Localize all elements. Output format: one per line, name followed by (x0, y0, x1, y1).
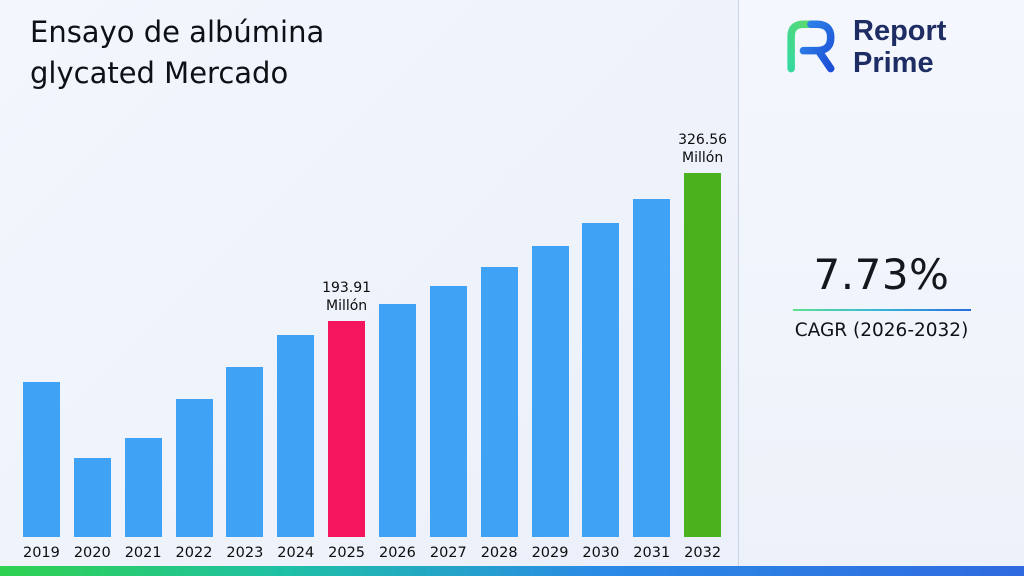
bar-2021 (124, 438, 162, 537)
bar-2028 (480, 267, 518, 537)
cagr-block: 7.73% CAGR (2026-2032) (739, 250, 1024, 341)
bar-2020 (73, 458, 111, 537)
report-prime-logo: Report Prime (777, 12, 946, 82)
bar-column-2020: 2020 (67, 458, 118, 564)
x-tick-2022: 2022 (175, 545, 213, 561)
bar-2026 (378, 304, 416, 537)
bar-column-2025: 193.91 Millón 2025 (321, 280, 372, 564)
x-tick-2029: 2029 (531, 545, 569, 561)
bar-column-2027: 2027 (423, 286, 474, 564)
bar-column-2028: 2028 (474, 267, 525, 564)
x-tick-2031: 2031 (633, 545, 671, 561)
x-tick-2020: 2020 (73, 545, 111, 561)
cagr-label: CAGR (2026-2032) (794, 320, 969, 341)
x-tick-2030: 2030 (582, 545, 620, 561)
x-tick-2032: 2032 (684, 545, 722, 561)
page-title-line1: Ensayo de albúmina (30, 15, 325, 49)
x-tick-2025: 2025 (328, 545, 366, 561)
bar-2031 (633, 199, 671, 537)
x-tick-2027: 2027 (429, 545, 467, 561)
bottom-gradient-strip (0, 566, 1024, 576)
page-title-line2: glycated Mercado (30, 56, 289, 91)
report-prime-logo-icon (777, 12, 843, 82)
x-tick-2021: 2021 (124, 545, 162, 561)
bar-column-2024: 2024 (270, 335, 321, 564)
x-tick-2024: 2024 (277, 545, 315, 561)
bar-column-2019: 2019 (16, 382, 67, 564)
bar-2027 (429, 286, 467, 537)
bar-column-2023: 2023 (219, 367, 270, 564)
bar-value-label-2032: 326.56 Millón (678, 132, 728, 166)
bar-2023 (226, 367, 264, 537)
bar-2030 (582, 223, 620, 537)
cagr-underline (792, 309, 971, 311)
wordmark-line2: Prime (853, 47, 934, 79)
bar-2029 (531, 246, 569, 537)
x-tick-2019: 2019 (22, 545, 60, 561)
cagr-value: 7.73% (813, 250, 950, 299)
bar-column-2032: 326.56 Millón 2032 (677, 132, 728, 564)
bar-2022 (175, 399, 213, 537)
bar-2024 (277, 335, 315, 537)
report-prime-wordmark: Report Prime (853, 15, 946, 80)
page-title: Ensayo de albúmina glycated Mercado (30, 12, 324, 94)
bar-column-2030: 2030 (575, 223, 626, 564)
bar-2025 (328, 321, 366, 537)
x-tick-2026: 2026 (378, 545, 416, 561)
bar-column-2021: 2021 (118, 438, 169, 564)
bar-column-2026: 2026 (372, 304, 423, 564)
right-panel: Report Prime 7.73% CAGR (2026-2032) (738, 0, 1024, 566)
bar-2019 (22, 382, 60, 537)
bar-value-label-2025: 193.91 Millón (322, 280, 372, 314)
x-tick-2028: 2028 (480, 545, 518, 561)
x-tick-2023: 2023 (226, 545, 264, 561)
wordmark-line1: Report (853, 14, 947, 47)
bar-2032 (684, 173, 722, 537)
bar-column-2031: 2031 (626, 199, 677, 564)
bar-column-2022: 2022 (169, 399, 220, 564)
bar-chart: 2019 2020 2021 2022 2023 2024 193.91 Millón 2025… (16, 132, 728, 564)
bar-column-2029: 2029 (525, 246, 576, 564)
